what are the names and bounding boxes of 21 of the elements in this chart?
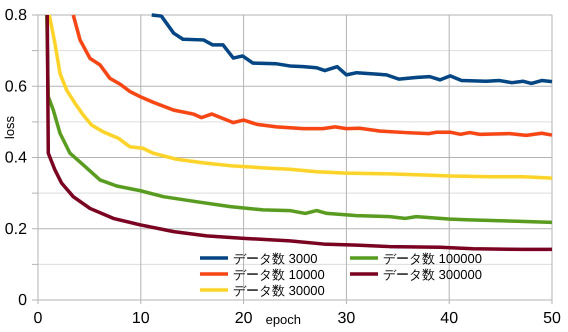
x-tick-label: 50 [543, 310, 561, 327]
x-tick-label: 0 [34, 310, 43, 327]
legend-label: データ数 10000 [233, 267, 325, 282]
legend-label: データ数 100000 [383, 251, 482, 266]
x-tick-label: 10 [132, 310, 150, 327]
y-tick-label: 0.8 [4, 7, 28, 24]
legend-label: データ数 30000 [233, 283, 325, 298]
legend-label: データ数 3000 [233, 251, 318, 266]
x-axis-title: epoch [266, 312, 302, 327]
y-tick-label: 0.2 [4, 220, 28, 238]
x-tick-label: 30 [338, 310, 356, 327]
line-series [150, 13, 554, 86]
line-series [72, 13, 554, 138]
y-tick-label: 0.6 [4, 78, 28, 96]
y-axis-title: loss [2, 115, 17, 140]
y-tick-label: 0 [18, 292, 28, 310]
line-series [48, 13, 554, 180]
x-tick-label: 20 [234, 310, 253, 327]
y-tick-label: 0.4 [4, 150, 28, 167]
legend-label: データ数 300000 [383, 267, 482, 282]
x-tick-label: 40 [440, 310, 458, 327]
